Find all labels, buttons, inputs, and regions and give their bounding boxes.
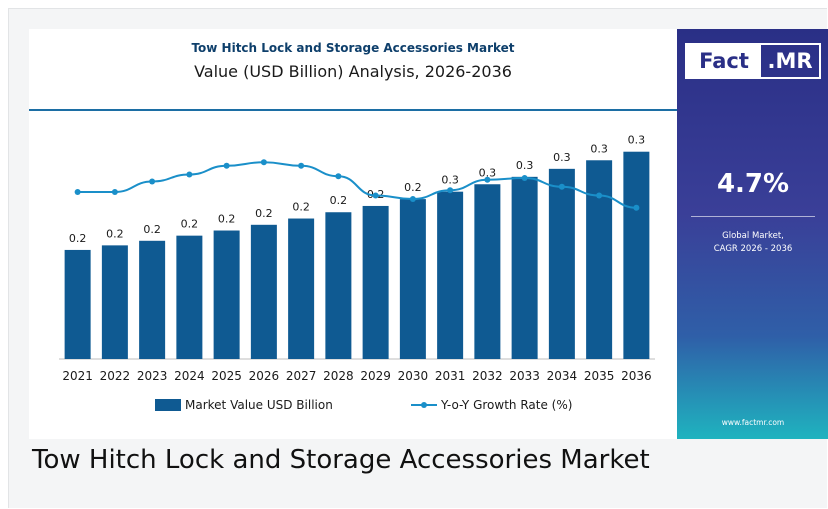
legend-label-line: Y-o-Y Growth Rate (%) <box>440 398 572 412</box>
growth-point <box>596 192 603 199</box>
figure-caption: Tow Hitch Lock and Storage Accessories M… <box>32 445 650 475</box>
x-tick-label: 2029 <box>360 369 391 383</box>
x-tick-label: 2023 <box>137 369 168 383</box>
bar <box>176 235 203 359</box>
brand-panel: Fact .MR 4.7% Global Market, CAGR 2026 -… <box>677 29 828 439</box>
bar-value-label: 0.3 <box>553 151 571 164</box>
bar <box>325 212 352 359</box>
growth-point <box>521 175 528 181</box>
bar-value-label: 0.3 <box>590 142 608 155</box>
x-tick-label: 2035 <box>584 369 615 383</box>
figure-card: Tow Hitch Lock and Storage Accessories M… <box>8 8 828 508</box>
cagr-label: Global Market, CAGR 2026 - 2036 <box>713 231 793 254</box>
bar <box>139 240 166 359</box>
factmr-logo: Fact .MR <box>685 43 821 79</box>
bar <box>362 205 389 359</box>
bar <box>64 249 91 359</box>
cagr-divider <box>691 216 815 217</box>
x-tick-label: 2032 <box>472 369 503 383</box>
chart-title: Tow Hitch Lock and Storage Accessories M… <box>191 41 515 55</box>
cagr-value: 4.7% <box>716 169 790 199</box>
bar-line-chart: 0.2 2021 0.2 2022 0.2 2023 0.2 2024 0.2 2025 0.2 20… <box>59 134 655 412</box>
bar-value-label: 0.2 <box>218 213 236 226</box>
growth-point <box>149 178 156 185</box>
growth-point <box>111 189 118 195</box>
x-tick-label: 2036 <box>621 369 652 383</box>
x-tick-label: 2033 <box>509 369 540 383</box>
logo-text-right: .MR <box>767 49 813 73</box>
growth-point <box>298 162 305 169</box>
x-tick-label: 2027 <box>286 369 317 383</box>
growth-point <box>447 187 454 194</box>
x-tick-label: 2030 <box>398 369 429 383</box>
bar-value-label: 0.2 <box>404 181 422 194</box>
x-tick-label: 2024 <box>174 369 205 383</box>
growth-point <box>372 192 379 199</box>
bar-value-label: 0.3 <box>441 174 459 187</box>
bar <box>437 191 464 359</box>
bar-value-label: 0.2 <box>143 223 161 236</box>
legend-label-bars: Market Value USD Billion <box>185 398 333 412</box>
growth-point <box>335 173 342 180</box>
bar <box>288 218 315 359</box>
bar-value-label: 0.3 <box>516 159 534 172</box>
bar-value-label: 0.2 <box>106 227 124 240</box>
bar <box>101 245 128 359</box>
x-tick-label: 2028 <box>323 369 354 383</box>
bar-value-label: 0.2 <box>292 201 310 214</box>
title-divider <box>29 109 677 111</box>
growth-point <box>484 176 491 183</box>
x-tick-label: 2026 <box>249 369 280 383</box>
x-tick-label: 2031 <box>435 369 466 383</box>
bar-value-label: 0.3 <box>479 166 497 179</box>
legend-swatch-bars <box>155 399 181 411</box>
bar <box>623 151 650 359</box>
x-tick-label: 2022 <box>100 369 131 383</box>
bar <box>511 176 538 359</box>
growth-point <box>223 162 230 169</box>
x-tick-label: 2025 <box>211 369 242 383</box>
growth-point <box>260 159 267 166</box>
growth-point <box>558 183 565 190</box>
x-tick-label: 2021 <box>62 369 93 383</box>
website-link[interactable]: www.factmr.com <box>721 418 785 427</box>
chart-panel: Tow Hitch Lock and Storage Accessories M… <box>29 29 677 439</box>
bar <box>399 199 426 359</box>
bar-value-label: 0.3 <box>628 134 646 147</box>
legend-swatch-marker <box>421 402 427 408</box>
growth-point <box>74 189 81 195</box>
bar <box>586 160 613 359</box>
infographic: Tow Hitch Lock and Storage Accessories M… <box>29 29 828 439</box>
logo-text-left: Fact <box>687 45 761 77</box>
growth-point <box>409 196 416 202</box>
x-tick-label: 2034 <box>547 369 578 383</box>
growth-point <box>633 204 640 211</box>
bar-value-label: 0.2 <box>181 218 199 231</box>
bar-value-label: 0.2 <box>255 207 273 220</box>
bar <box>213 230 240 359</box>
chart-subtitle: Value (USD Billion) Analysis, 2026-2036 <box>194 62 512 81</box>
bar-value-label: 0.2 <box>69 232 87 245</box>
bar <box>474 184 501 359</box>
growth-line <box>77 161 637 209</box>
growth-point <box>186 171 193 178</box>
bar-value-label: 0.2 <box>330 194 348 207</box>
bar <box>548 168 575 359</box>
bar <box>250 224 277 359</box>
